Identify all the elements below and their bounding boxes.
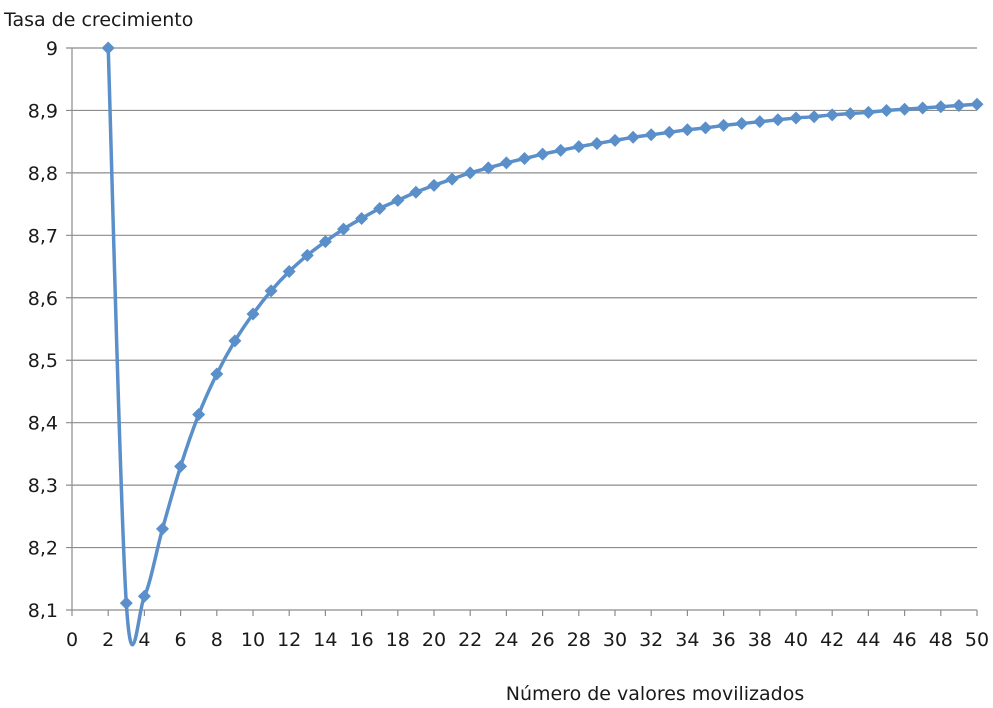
data-point-marker xyxy=(137,589,151,603)
x-tick-label: 26 xyxy=(531,629,555,651)
data-point-marker xyxy=(101,41,115,55)
x-tick-label: 22 xyxy=(458,629,482,651)
data-point-marker xyxy=(952,98,966,112)
x-tick-label: 38 xyxy=(748,629,772,651)
data-point-marker xyxy=(807,110,821,124)
series-group xyxy=(101,41,984,647)
y-axis-ticks: 8,1 8,2 8,3 8,4 8,5 8,6 8,7 8,8 8,9 9 xyxy=(28,38,58,622)
data-point-marker xyxy=(318,235,332,249)
y-tick-label: 8,8 xyxy=(28,163,58,185)
data-point-marker xyxy=(264,284,278,298)
x-tick-label: 32 xyxy=(639,629,663,651)
x-tick-label: 28 xyxy=(567,629,591,651)
data-point-marker xyxy=(300,248,314,262)
x-tick-label: 48 xyxy=(929,629,953,651)
y-tick-label: 8,7 xyxy=(28,225,58,247)
data-point-marker xyxy=(554,143,568,157)
y-tick-label: 8,1 xyxy=(28,600,58,622)
y-tick-label: 8,6 xyxy=(28,288,58,310)
data-point-marker xyxy=(192,408,206,422)
y-tick-label: 8,9 xyxy=(28,100,58,122)
x-tick-label: 34 xyxy=(675,629,699,651)
data-point-marker xyxy=(174,459,188,473)
data-point-marker xyxy=(699,121,712,135)
data-point-marker xyxy=(753,115,767,129)
x-tick-label: 40 xyxy=(784,629,808,651)
series-line xyxy=(106,47,978,647)
data-point-marker xyxy=(246,307,260,321)
x-tick-label: 6 xyxy=(175,629,187,651)
data-point-marker xyxy=(771,113,785,127)
x-tick-label: 50 xyxy=(965,629,989,651)
data-point-marker xyxy=(536,147,550,161)
y-tick-label: 8,2 xyxy=(28,538,58,560)
data-point-marker xyxy=(662,125,676,139)
data-point-marker xyxy=(355,211,369,225)
gridlines xyxy=(66,47,977,611)
y-tick-label: 8,5 xyxy=(28,350,58,372)
data-point-marker xyxy=(572,140,586,154)
x-tick-label: 30 xyxy=(603,629,627,651)
data-point-marker xyxy=(282,265,296,279)
data-point-marker xyxy=(481,161,495,175)
x-tick-label: 4 xyxy=(138,629,150,651)
data-point-marker xyxy=(825,108,839,122)
data-point-marker xyxy=(373,201,387,215)
x-axis-ticks: 0 2 4 6 8 10 12 14 16 18 20 22 24 26 28 30 32 34 36 38 40 42 4… xyxy=(66,610,989,651)
data-point-marker xyxy=(119,596,133,610)
data-point-marker xyxy=(970,97,984,111)
data-point-marker xyxy=(445,172,459,186)
data-point-marker xyxy=(735,117,749,131)
y-tick-label: 8,3 xyxy=(28,475,58,497)
x-tick-label: 18 xyxy=(386,629,410,651)
data-point-marker xyxy=(156,522,169,536)
data-point-marker xyxy=(499,156,513,170)
data-point-marker xyxy=(463,166,477,180)
data-point-marker xyxy=(898,102,912,116)
data-point-marker xyxy=(427,178,441,192)
x-tick-label: 12 xyxy=(277,629,301,651)
data-point-marker xyxy=(789,111,803,125)
data-point-marker xyxy=(644,128,658,142)
data-point-marker xyxy=(391,193,405,207)
data-point-marker xyxy=(228,334,242,348)
x-tick-label: 10 xyxy=(241,629,265,651)
data-point-marker xyxy=(880,103,893,117)
x-axis-title: Número de valores movilizados xyxy=(506,683,805,705)
x-tick-label: 14 xyxy=(313,629,337,651)
data-point-marker xyxy=(409,185,423,199)
data-point-marker xyxy=(680,123,694,137)
data-point-marker xyxy=(518,152,531,166)
data-point-marker xyxy=(626,130,640,144)
data-point-marker xyxy=(861,105,875,119)
data-point-marker xyxy=(916,101,930,115)
data-point-marker xyxy=(608,133,622,147)
x-tick-label: 0 xyxy=(66,629,78,651)
data-point-marker xyxy=(934,100,948,114)
x-tick-label: 46 xyxy=(893,629,917,651)
x-tick-label: 16 xyxy=(350,629,374,651)
x-tick-label: 36 xyxy=(712,629,736,651)
data-point-marker xyxy=(590,137,604,151)
y-axis-title: Tasa de crecimiento xyxy=(3,9,193,31)
y-tick-label: 8,4 xyxy=(28,413,58,435)
data-point-marker xyxy=(717,118,731,132)
data-point-marker xyxy=(337,222,350,236)
x-tick-label: 20 xyxy=(422,629,446,651)
data-point-marker xyxy=(210,367,224,381)
x-tick-label: 8 xyxy=(211,629,223,651)
x-tick-label: 42 xyxy=(820,629,844,651)
x-tick-label: 24 xyxy=(494,629,518,651)
data-point-marker xyxy=(843,107,857,121)
x-tick-label: 44 xyxy=(856,629,880,651)
y-tick-label: 9 xyxy=(46,38,58,60)
x-tick-label: 2 xyxy=(102,629,114,651)
